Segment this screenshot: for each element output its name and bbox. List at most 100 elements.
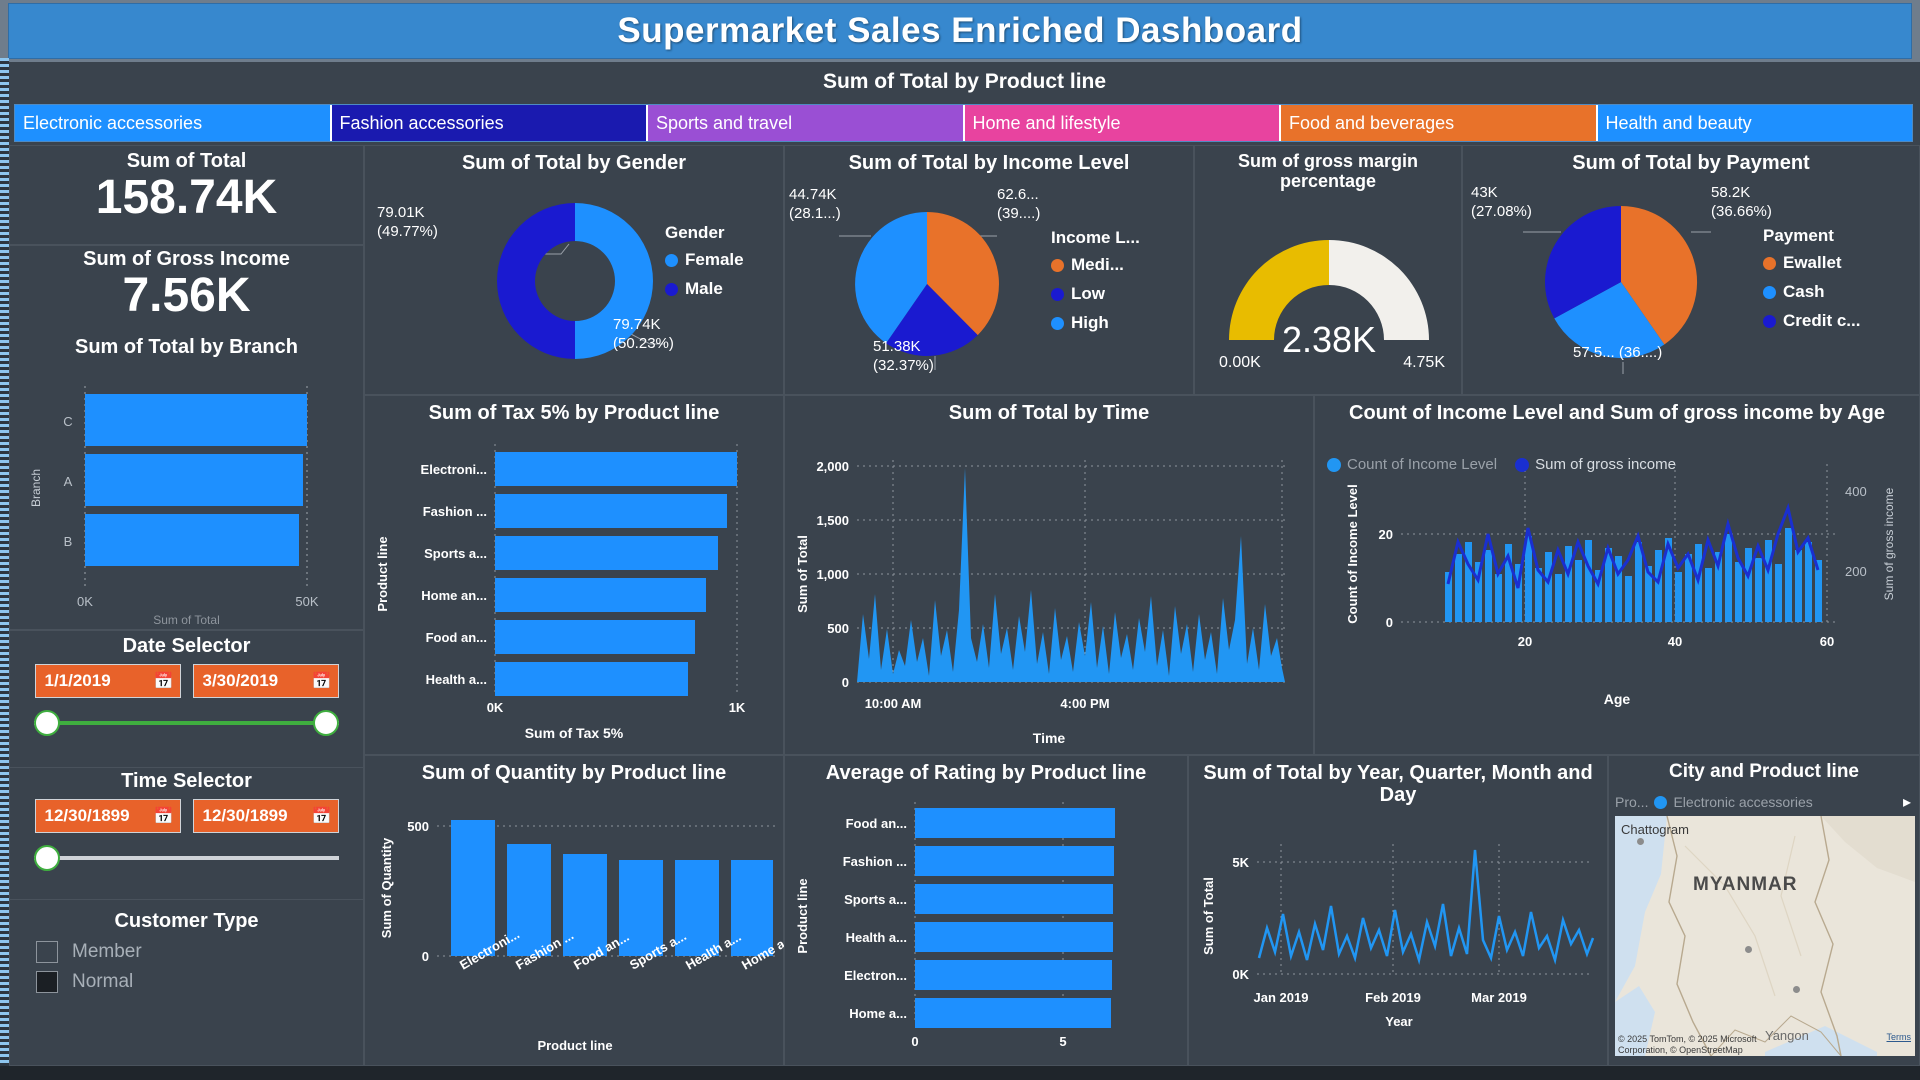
- legend-swatch-icon: [1654, 795, 1668, 809]
- legend-item-gross-income[interactable]: Sum of gross income: [1515, 456, 1676, 473]
- gauge-svg[interactable]: 2.38K: [1195, 192, 1463, 382]
- map-country-label: MYANMAR: [1693, 874, 1798, 895]
- map-viewport[interactable]: Chattogram MYANMAR Yangon © 2025 TomTom,…: [1615, 816, 1915, 1056]
- svg-text:0K: 0K: [487, 700, 504, 715]
- map-pin[interactable]: [1793, 986, 1800, 993]
- quantity-chart-svg[interactable]: 500 0 Sum of Quantity Electroni... Fashi…: [365, 784, 797, 1064]
- svg-text:0: 0: [422, 949, 429, 964]
- map-terms-link[interactable]: Terms: [1886, 1032, 1912, 1042]
- yqmd-chart-title: Sum of Total by Year, Quarter, Month and…: [1203, 762, 1593, 806]
- svg-text:Branch: Branch: [29, 469, 43, 507]
- product-line-slicer-item-label: Electronic accessories: [23, 112, 203, 133]
- chevron-right-icon[interactable]: ▸: [1902, 794, 1911, 811]
- product-line-slicer-strip[interactable]: Electronic accessories Fashion accessorie…: [14, 104, 1913, 142]
- gauge-chart-title: Sum of gross margin percentage: [1237, 151, 1419, 191]
- legend-item-low[interactable]: Low: [1051, 284, 1140, 304]
- gender-chart-title: Sum of Total by Gender: [461, 152, 687, 174]
- svg-text:Health a...: Health a...: [846, 930, 907, 945]
- left-scrollbar[interactable]: [0, 58, 9, 1080]
- gender-donut-svg[interactable]: [365, 174, 785, 389]
- svg-text:0: 0: [842, 675, 849, 690]
- svg-text:Home an...: Home an...: [421, 588, 487, 603]
- map-legend-label: Pro...: [1615, 794, 1649, 810]
- svg-text:500: 500: [827, 621, 849, 636]
- product-line-slicer-item[interactable]: Electronic accessories: [15, 105, 332, 141]
- page-title: Supermarket Sales Enriched Dashboard: [617, 11, 1303, 50]
- date-end-field[interactable]: 3/30/2019 📅: [192, 664, 339, 698]
- customer-type-label: Normal: [72, 971, 134, 992]
- product-line-slicer-item[interactable]: Health and beauty: [1597, 105, 1912, 141]
- gauge-chart-panel: Sum of gross margin percentage 2.38K 0.0…: [1194, 145, 1462, 395]
- time-start-field[interactable]: 12/30/1899 📅: [34, 799, 181, 833]
- payment-pie-svg[interactable]: [1463, 174, 1920, 389]
- date-slider-left-knob[interactable]: [34, 710, 60, 736]
- product-line-slicer-item[interactable]: Fashion accessories: [331, 105, 648, 141]
- gender-legend-title: Gender: [665, 223, 725, 242]
- income-pie-svg[interactable]: [785, 174, 1195, 389]
- svg-text:A: A: [64, 474, 73, 489]
- checkbox-icon[interactable]: [36, 941, 58, 963]
- legend-item-medium[interactable]: Medi...: [1051, 255, 1140, 275]
- rating-chart-svg[interactable]: Food an... Fashion ... Sports a... Healt…: [785, 784, 1189, 1064]
- svg-text:Year: Year: [1385, 1014, 1412, 1029]
- legend-item-female[interactable]: Female: [665, 250, 744, 270]
- legend-item-cash[interactable]: Cash: [1763, 282, 1860, 302]
- kpi-gross-income-value: 7.56K: [122, 269, 251, 322]
- svg-text:Food an...: Food an...: [426, 630, 487, 645]
- legend-item-count-income[interactable]: Count of Income Level: [1327, 456, 1497, 473]
- calendar-icon[interactable]: 📅: [311, 808, 332, 825]
- product-line-slicer-item-label: Fashion accessories: [339, 112, 504, 133]
- calendar-icon[interactable]: 📅: [153, 673, 174, 690]
- quantity-chart-title: Sum of Quantity by Product line: [421, 762, 727, 784]
- tax-chart-svg[interactable]: Electroni... Fashion ... Sports a... Hom…: [365, 424, 785, 724]
- income-chart-title: Sum of Total by Income Level: [848, 152, 1130, 174]
- svg-text:Feb 2019: Feb 2019: [1365, 990, 1421, 1005]
- checkbox-icon[interactable]: [36, 971, 58, 993]
- svg-text:200: 200: [1845, 564, 1867, 579]
- svg-text:20: 20: [1518, 634, 1532, 649]
- legend-item-ewallet[interactable]: Ewallet: [1763, 253, 1860, 273]
- calendar-icon[interactable]: 📅: [153, 808, 174, 825]
- time-slider-left-knob[interactable]: [34, 845, 60, 871]
- legend-item-credit-card[interactable]: Credit c...: [1763, 311, 1860, 331]
- gauge-min-label: 0.00K: [1219, 354, 1261, 371]
- date-slider-right-knob[interactable]: [313, 710, 339, 736]
- product-line-slicer-item[interactable]: Sports and travel: [648, 105, 965, 141]
- time-range-slider[interactable]: [34, 843, 339, 873]
- date-start-field[interactable]: 1/1/2019 📅: [34, 664, 181, 698]
- date-slider-fill: [47, 721, 326, 725]
- date-range-slider[interactable]: [34, 708, 339, 738]
- date-end-value: 3/30/2019: [202, 671, 279, 690]
- age-chart-title: Count of Income Level and Sum of gross i…: [1349, 402, 1885, 424]
- time-chart-svg[interactable]: 2,000 1,500 1,000 500 0 10:00 AM 4:00 PM…: [785, 424, 1315, 729]
- time-end-field[interactable]: 12/30/1899 📅: [192, 799, 339, 833]
- age-chart-svg[interactable]: 20 0 400 200 20 40 60 Count of Income Le…: [1315, 424, 1920, 694]
- legend-item-male[interactable]: Male: [665, 279, 744, 299]
- customer-type-title: Customer Type: [114, 910, 259, 932]
- map-legend: Pro... Electronic accessories ▸: [1615, 792, 1915, 812]
- date-selector-panel: Date Selector 1/1/2019 📅 3/30/2019 📅: [9, 630, 364, 768]
- map-pin[interactable]: [1745, 946, 1752, 953]
- age-chart-panel: Count of Income Level and Sum of gross i…: [1314, 395, 1920, 755]
- customer-type-option-normal[interactable]: Normal: [10, 963, 363, 993]
- svg-text:50K: 50K: [295, 594, 318, 609]
- branch-chart-svg[interactable]: C A B 0K 50K Branch: [10, 358, 365, 620]
- svg-text:1,000: 1,000: [816, 567, 849, 582]
- product-line-slicer-item[interactable]: Food and beverages: [1281, 105, 1598, 141]
- yqmd-chart-svg[interactable]: 5K 0K Jan 2019 Feb 2019 Mar 2019 Sum of …: [1189, 806, 1609, 1071]
- svg-text:2.38K: 2.38K: [1282, 319, 1376, 360]
- customer-type-panel: Customer Type Member Normal: [9, 900, 364, 1066]
- svg-text:B: B: [64, 534, 73, 549]
- customer-type-option-member[interactable]: Member: [10, 933, 363, 963]
- legend-item-high[interactable]: High: [1051, 313, 1140, 333]
- calendar-icon[interactable]: 📅: [311, 673, 332, 690]
- map-pin[interactable]: [1637, 838, 1644, 845]
- legend-swatch-icon: [1763, 314, 1776, 328]
- income-label-high: 51.38K (32.37%): [873, 338, 934, 374]
- map-canvas[interactable]: Chattogram MYANMAR Yangon © 2025 TomTom,…: [1615, 816, 1915, 1056]
- product-line-slicer-item[interactable]: Home and lifestyle: [964, 105, 1281, 141]
- svg-text:0: 0: [1386, 615, 1393, 630]
- svg-text:Electroni...: Electroni...: [421, 462, 487, 477]
- product-line-slicer-item-label: Home and lifestyle: [972, 112, 1121, 133]
- map-chart-title: City and Product line: [1668, 761, 1860, 782]
